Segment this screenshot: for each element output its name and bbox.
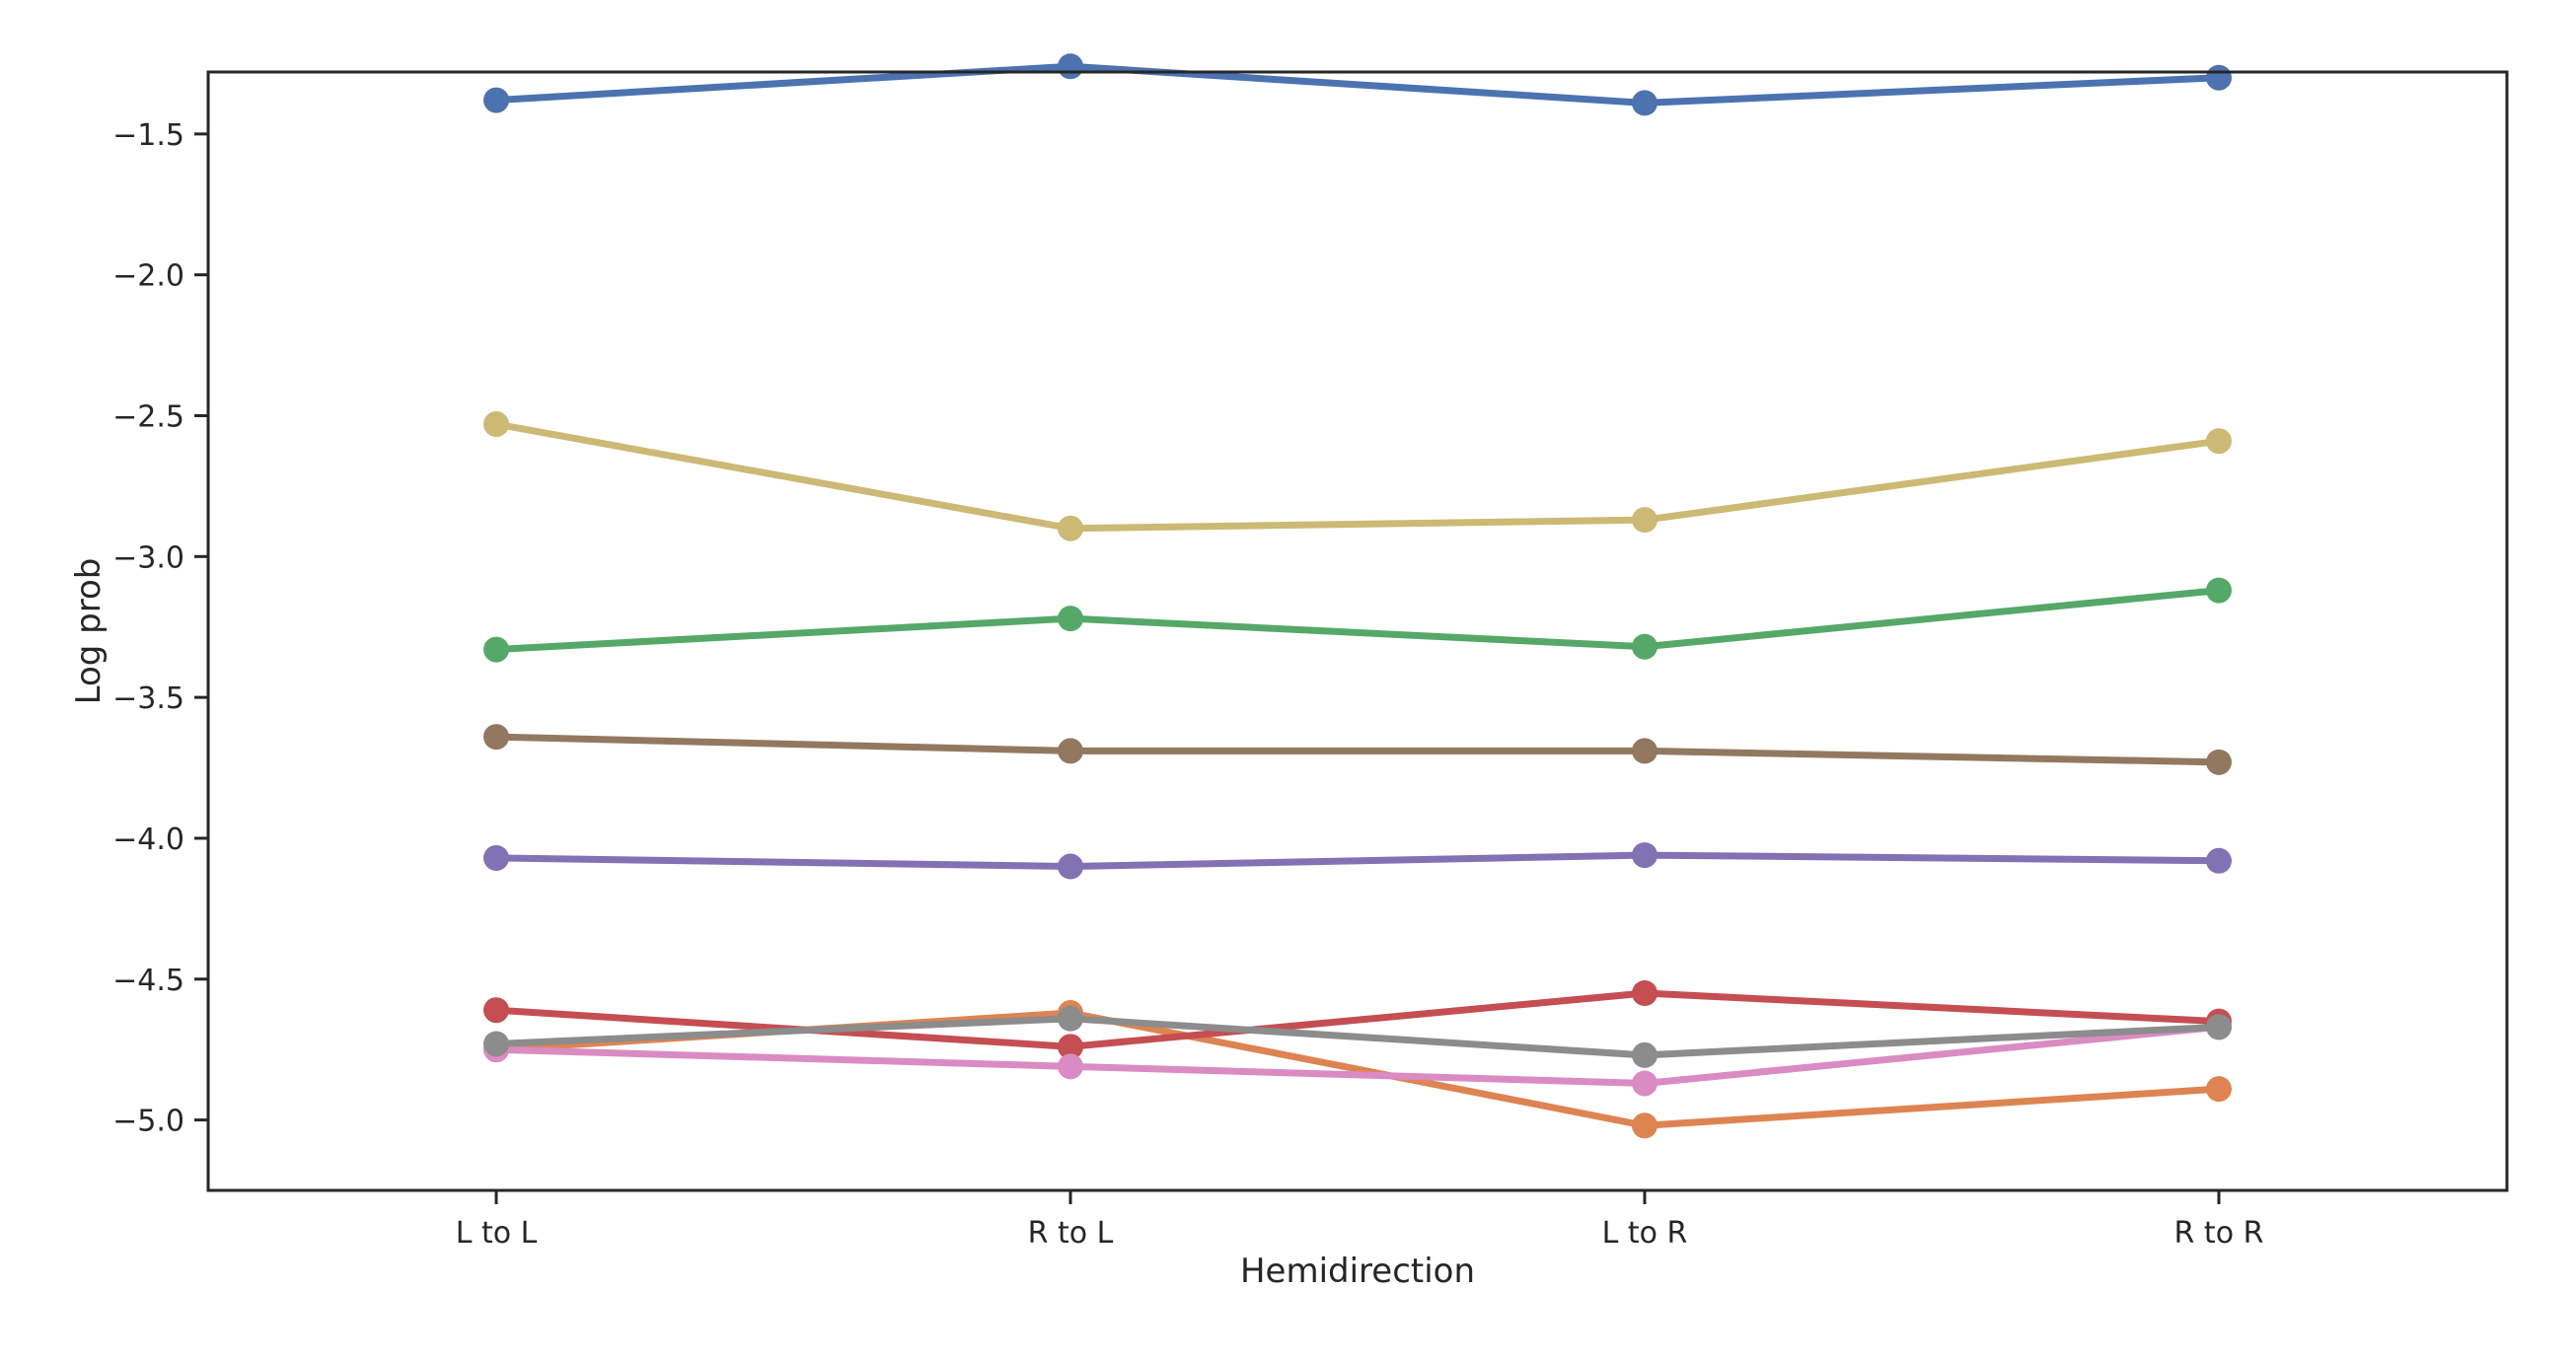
x-axis-title: Hemidirection (1240, 1252, 1475, 1291)
data-point (2206, 1076, 2232, 1103)
series-3 (483, 577, 2232, 663)
data-point (2206, 1014, 2232, 1040)
y-tick-label: −1.5 (112, 118, 184, 153)
data-point (2206, 847, 2232, 874)
data-point (1058, 515, 1083, 541)
data-point (1058, 1005, 1083, 1032)
data-point (1632, 507, 1657, 534)
data-point (1632, 738, 1657, 764)
data-point (1058, 1034, 1083, 1060)
data-point (1632, 842, 1657, 869)
series-line (492, 420, 2223, 533)
data-point (1058, 853, 1083, 880)
data-point (1058, 606, 1083, 632)
y-axis: −5.0 −4.5 −4.0 −3.5 −3.0 −2.5 −2.0 −1.5 (112, 118, 208, 1139)
data-point (1632, 980, 1657, 1007)
data-point (1632, 633, 1657, 660)
data-point (483, 87, 509, 113)
series-line (492, 733, 2223, 766)
data-point (483, 844, 509, 871)
series-8 (483, 1005, 2232, 1068)
x-tick-label: L to L (456, 1216, 538, 1251)
series-6 (483, 724, 2232, 775)
series-line (492, 587, 2223, 654)
x-tick-label: L to R (1602, 1216, 1688, 1251)
data-point (483, 411, 509, 438)
data-point (2206, 749, 2232, 775)
series-9 (483, 411, 2232, 541)
data-point (1632, 1041, 1657, 1068)
series-layer (483, 53, 2232, 1139)
plot-frame (206, 70, 2509, 1192)
data-point (483, 1031, 509, 1057)
data-point (1058, 738, 1083, 764)
data-point (1632, 1070, 1657, 1097)
data-point (483, 636, 509, 663)
series-1 (483, 53, 2232, 116)
y-tick-label: −3.0 (112, 540, 184, 575)
y-tick-label: −4.0 (112, 823, 184, 857)
data-point (1632, 90, 1657, 116)
data-point (2206, 428, 2232, 455)
y-tick-label: −2.5 (112, 399, 184, 434)
data-point (1058, 53, 1083, 80)
data-point (2206, 577, 2232, 604)
series-line (492, 62, 2223, 107)
series-4 (483, 980, 2232, 1060)
data-point (483, 724, 509, 751)
series-line (492, 1015, 2223, 1059)
data-point (1632, 1112, 1657, 1139)
x-tick-label: R to R (2174, 1216, 2264, 1251)
series-5 (483, 842, 2232, 880)
series-line (492, 1023, 2223, 1087)
series-line (492, 851, 2223, 871)
y-axis-title: Log prob (69, 558, 109, 705)
data-point (2206, 64, 2232, 91)
y-tick-label: −5.0 (112, 1105, 184, 1139)
x-tick-label: R to L (1028, 1216, 1114, 1251)
y-tick-label: −2.0 (112, 259, 184, 294)
y-tick-label: −3.5 (112, 681, 184, 716)
x-axis: L to L R to L L to R R to R (456, 1190, 2264, 1251)
data-point (1058, 1053, 1083, 1080)
data-point (483, 997, 509, 1024)
y-tick-label: −4.5 (112, 964, 184, 998)
